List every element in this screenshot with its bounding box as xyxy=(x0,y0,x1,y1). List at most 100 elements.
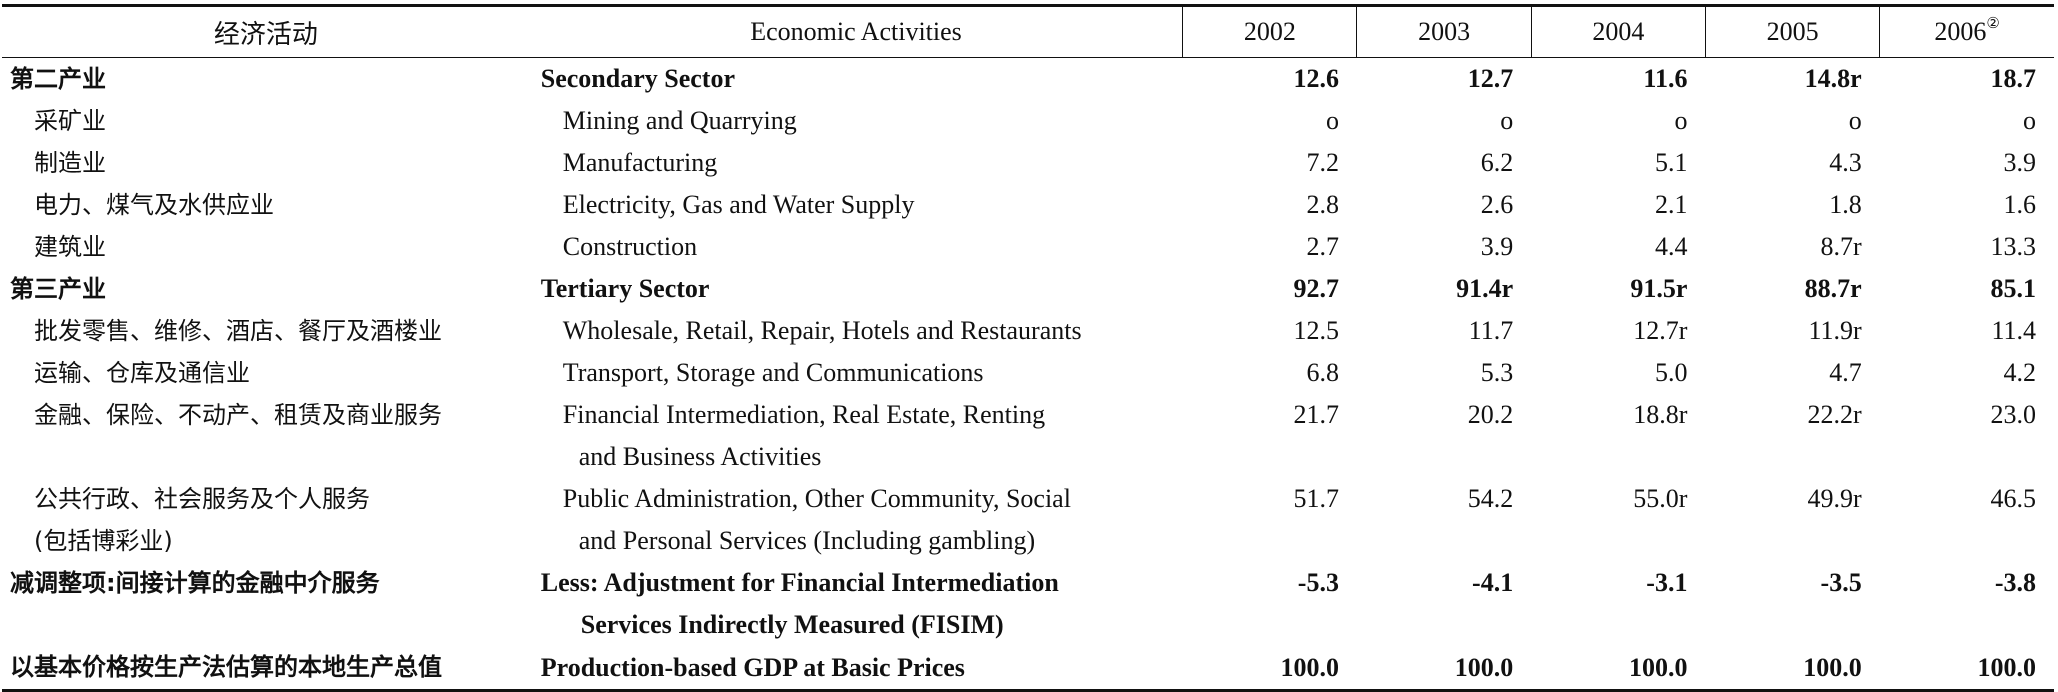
value-2004: o xyxy=(1674,106,1688,135)
row-label-en: Construction xyxy=(562,232,698,261)
value-2004: 100.0 xyxy=(1628,653,1688,682)
row-label-en: Manufacturing xyxy=(562,148,718,177)
value-2005: 4.3 xyxy=(1829,148,1862,177)
value-2002: 2.8 xyxy=(1306,190,1339,219)
row-label-cn: 电力、煤气及水供应业 xyxy=(34,191,274,219)
row-label-cn-line1: 公共行政、社会服务及个人服务 xyxy=(34,485,370,513)
value-2005: 22.2r xyxy=(1807,400,1862,429)
table-row-finance: 金融、保险、不动产、租赁及商业服务 Financial Intermediati… xyxy=(2,394,2054,478)
table-row-wholesale-retail: 批发零售、维修、酒店、餐厅及酒楼业 Wholesale, Retail, Rep… xyxy=(2,310,2054,352)
value-2005: 1.8 xyxy=(1829,190,1862,219)
value-2002: 12.6 xyxy=(1293,64,1339,93)
value-2006: 11.4 xyxy=(1991,316,2036,345)
value-2003: 54.2 xyxy=(1467,484,1514,513)
value-2004: 12.7r xyxy=(1633,316,1688,345)
value-2006: 4.2 xyxy=(2003,358,2037,387)
gdp-structure-table: 经济活动 Economic Activities 2002 2003 2004 … xyxy=(2,4,2054,692)
value-2006: 100.0 xyxy=(1977,653,2037,682)
value-2002: 2.7 xyxy=(1306,232,1339,261)
row-label-cn: 金融、保险、不动产、租赁及商业服务 xyxy=(34,401,442,429)
value-2003: -4.1 xyxy=(1472,568,1514,597)
value-2004: 2.1 xyxy=(1654,190,1688,219)
value-2003: 12.7 xyxy=(1467,64,1514,93)
value-2005: 100.0 xyxy=(1803,653,1862,682)
value-2002: 51.7 xyxy=(1293,484,1339,513)
header-year-2004: 2004 xyxy=(1530,5,1706,58)
header-activity-en: Economic Activities xyxy=(529,5,1183,58)
value-2003: 20.2 xyxy=(1467,400,1514,429)
row-label-cn: 建筑业 xyxy=(34,233,106,261)
value-2006: 13.3 xyxy=(1990,232,2037,261)
value-2004: 5.0 xyxy=(1654,358,1688,387)
header-year-2002: 2002 xyxy=(1182,5,1357,58)
row-label-en: Less: Adjustment for Financial Intermedi… xyxy=(530,562,1183,646)
row-label-cn: 制造业 xyxy=(34,149,106,177)
row-label-cn: 第二产业 xyxy=(10,65,106,93)
value-2003: 3.9 xyxy=(1480,232,1514,261)
value-2004: 11.6 xyxy=(1643,64,1688,93)
table-row-mining: 采矿业 Mining and Quarrying o o o o o xyxy=(2,100,2054,142)
value-2006: 18.7 xyxy=(1990,64,2037,93)
value-2002: 7.2 xyxy=(1306,148,1339,177)
value-2004: 18.8r xyxy=(1633,400,1688,429)
footnote-marker: ② xyxy=(1986,16,2000,32)
value-2005: o xyxy=(1848,106,1862,135)
value-2002: 21.7 xyxy=(1293,400,1339,429)
value-2002: -5.3 xyxy=(1297,568,1339,597)
table-row-construction: 建筑业 Construction 2.7 3.9 4.4 8.7r 13.3 xyxy=(2,226,2054,268)
row-label-en: Tertiary Sector xyxy=(540,274,710,303)
table-row-manufacturing: 制造业 Manufacturing 7.2 6.2 5.1 4.3 3.9 xyxy=(2,142,2054,184)
row-label-en-line1: Public Administration, Other Community, … xyxy=(562,484,1071,513)
value-2002: 92.7 xyxy=(1293,274,1339,303)
value-2003: 100.0 xyxy=(1454,653,1514,682)
row-label-cn: 第三产业 xyxy=(10,275,106,303)
value-2003: 6.2 xyxy=(1480,148,1514,177)
row-label-en: Secondary Sector xyxy=(540,64,736,93)
table-row-transport: 运输、仓库及通信业 Transport, Storage and Communi… xyxy=(2,352,2054,394)
row-label-en: Wholesale, Retail, Repair, Hotels and Re… xyxy=(562,316,1082,345)
header-year-2006: 2006② xyxy=(1879,5,2054,58)
table-row-utilities: 电力、煤气及水供应业 Electricity, Gas and Water Su… xyxy=(2,184,2054,226)
value-2005: 4.7 xyxy=(1829,358,1862,387)
value-2003: 91.4r xyxy=(1456,274,1514,303)
table-row-fisim-adjustment: 减调整项:间接计算的金融中介服务 Less: Adjustment for Fi… xyxy=(2,562,2054,646)
row-label-cn: 运输、仓库及通信业 xyxy=(34,359,250,387)
value-2003: o xyxy=(1500,106,1514,135)
header-year-2006-label: 2006 xyxy=(1934,17,1987,46)
row-label-en-line1: Less: Adjustment for Financial Intermedi… xyxy=(540,568,1059,597)
value-2006: 23.0 xyxy=(1990,400,2037,429)
table-row-secondary-sector: 第二产业 Secondary Sector 12.6 12.7 11.6 14.… xyxy=(2,58,2054,101)
header-year-2005: 2005 xyxy=(1704,5,1880,58)
table-row-public-administration: 公共行政、社会服务及个人服务 (包括博彩业) Public Administrat… xyxy=(2,478,2054,562)
value-2003: 2.6 xyxy=(1480,190,1514,219)
row-label-cn: 以基本价格按生产法估算的本地生产总值 xyxy=(10,653,442,681)
row-label-en: Public Administration, Other Community, … xyxy=(530,478,1183,562)
row-label-en-line2: and Personal Services (Including gamblin… xyxy=(578,526,1036,555)
value-2005: 8.7r xyxy=(1820,232,1862,261)
value-2002: 6.8 xyxy=(1306,358,1339,387)
row-label-en: Transport, Storage and Communications xyxy=(562,358,984,387)
value-2002: 100.0 xyxy=(1280,653,1339,682)
value-2006: 85.1 xyxy=(1990,274,2037,303)
value-2005: -3.5 xyxy=(1820,568,1862,597)
value-2004: 5.1 xyxy=(1654,148,1688,177)
value-2006: 46.5 xyxy=(1990,484,2037,513)
row-label-cn: 批发零售、维修、酒店、餐厅及酒楼业 xyxy=(34,317,442,345)
value-2005: 14.8r xyxy=(1804,64,1862,93)
value-2004: -3.1 xyxy=(1646,568,1688,597)
value-2003: 5.3 xyxy=(1480,358,1514,387)
header-activity-cn: 经济活动 xyxy=(2,5,530,58)
row-label-en: Electricity, Gas and Water Supply xyxy=(562,190,915,219)
value-2006: -3.8 xyxy=(1994,568,2036,597)
row-label-en-line2: Services Indirectly Measured (FISIM) xyxy=(580,610,1004,639)
value-2006: 3.9 xyxy=(2003,148,2037,177)
row-label-en: Mining and Quarrying xyxy=(562,106,797,135)
value-2005: 88.7r xyxy=(1804,274,1862,303)
row-label-cn: 公共行政、社会服务及个人服务 (包括博彩业) xyxy=(2,478,530,562)
value-2004: 91.5r xyxy=(1630,274,1688,303)
value-2005: 49.9r xyxy=(1807,484,1862,513)
value-2006: o xyxy=(2023,106,2036,135)
header-year-2003: 2003 xyxy=(1356,5,1532,58)
value-2003: 11.7 xyxy=(1468,316,1514,345)
value-2004: 4.4 xyxy=(1654,232,1688,261)
